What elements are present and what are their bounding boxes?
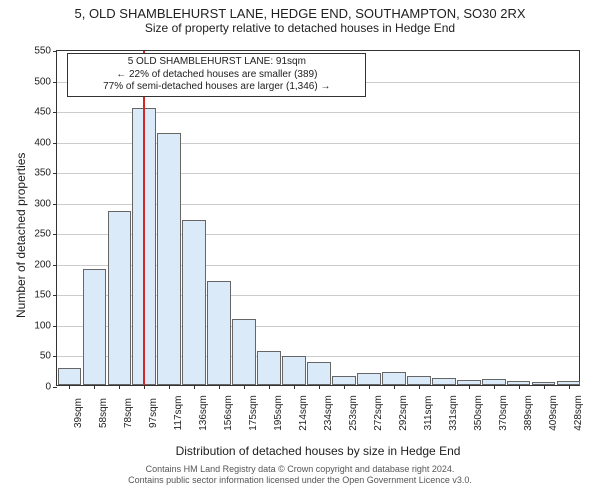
x-tick-mark xyxy=(419,385,420,389)
bar xyxy=(83,269,107,385)
x-tick-label: 117sqm xyxy=(169,396,184,431)
x-tick-mark xyxy=(219,385,220,389)
x-tick-mark xyxy=(319,385,320,389)
y-tick-label: 150 xyxy=(34,290,57,301)
bar xyxy=(282,356,306,385)
x-tick-mark xyxy=(519,385,520,389)
chart-figure: 5, OLD SHAMBLEHURST LANE, HEDGE END, SOU… xyxy=(0,0,600,500)
y-tick-label: 550 xyxy=(34,46,57,57)
x-tick-mark xyxy=(344,385,345,389)
plot-area: 05010015020025030035040045050055039sqm58… xyxy=(56,50,580,386)
y-tick-label: 450 xyxy=(34,107,57,118)
chart-subtitle: Size of property relative to detached ho… xyxy=(0,21,600,35)
y-axis-label: Number of detached properties xyxy=(14,153,28,318)
x-tick-mark xyxy=(269,385,270,389)
x-tick-label: 195sqm xyxy=(269,395,284,431)
x-tick-mark xyxy=(69,385,70,389)
bar xyxy=(108,211,132,385)
y-tick-label: 50 xyxy=(40,351,57,362)
chart-title: 5, OLD SHAMBLEHURST LANE, HEDGE END, SOU… xyxy=(0,0,600,21)
footer-line-2: Contains public sector information licen… xyxy=(0,475,600,486)
bar xyxy=(257,351,281,385)
annotation-box: 5 OLD SHAMBLEHURST LANE: 91sqm← 22% of d… xyxy=(67,53,366,97)
x-tick-label: 78sqm xyxy=(119,398,134,428)
x-tick-label: 234sqm xyxy=(319,395,334,431)
x-tick-label: 370sqm xyxy=(494,395,509,431)
x-axis-label: Distribution of detached houses by size … xyxy=(56,444,580,458)
x-tick-label: 389sqm xyxy=(519,395,534,431)
bar xyxy=(207,281,231,385)
x-tick-label: 428sqm xyxy=(569,395,584,431)
x-tick-mark xyxy=(294,385,295,389)
x-tick-label: 409sqm xyxy=(544,395,559,431)
marker-line xyxy=(143,51,145,385)
x-tick-label: 253sqm xyxy=(344,395,359,431)
bar xyxy=(157,133,181,385)
x-tick-label: 39sqm xyxy=(69,398,84,428)
x-tick-label: 331sqm xyxy=(444,395,459,431)
bar xyxy=(382,372,406,385)
bar xyxy=(332,376,356,385)
x-tick-label: 214sqm xyxy=(294,395,309,431)
bar xyxy=(232,319,256,385)
annotation-line: 5 OLD SHAMBLEHURST LANE: 91sqm xyxy=(72,56,361,69)
bar xyxy=(182,220,206,385)
x-tick-label: 311sqm xyxy=(419,396,434,431)
annotation-line: 77% of semi-detached houses are larger (… xyxy=(72,81,361,94)
x-tick-mark xyxy=(144,385,145,389)
x-tick-mark xyxy=(544,385,545,389)
y-tick-label: 350 xyxy=(34,168,57,179)
x-tick-label: 175sqm xyxy=(244,395,259,431)
x-tick-label: 292sqm xyxy=(394,395,409,431)
footer-line-1: Contains HM Land Registry data © Crown c… xyxy=(0,464,600,475)
x-tick-mark xyxy=(469,385,470,389)
x-tick-label: 156sqm xyxy=(219,395,234,431)
x-tick-label: 97sqm xyxy=(144,398,159,428)
y-tick-label: 200 xyxy=(34,259,57,270)
x-tick-label: 136sqm xyxy=(194,395,209,431)
y-tick-label: 100 xyxy=(34,320,57,331)
x-tick-mark xyxy=(169,385,170,389)
bar xyxy=(432,378,456,385)
x-tick-mark xyxy=(494,385,495,389)
y-tick-label: 400 xyxy=(34,137,57,148)
y-tick-label: 250 xyxy=(34,229,57,240)
bar xyxy=(357,373,381,385)
y-tick-label: 300 xyxy=(34,198,57,209)
x-tick-mark xyxy=(369,385,370,389)
x-tick-label: 350sqm xyxy=(469,395,484,431)
x-tick-label: 58sqm xyxy=(94,398,109,428)
x-tick-label: 272sqm xyxy=(369,395,384,431)
y-tick-label: 0 xyxy=(45,382,57,393)
x-tick-mark xyxy=(194,385,195,389)
x-tick-mark xyxy=(119,385,120,389)
x-tick-mark xyxy=(244,385,245,389)
bar xyxy=(407,376,431,385)
y-tick-label: 500 xyxy=(34,76,57,87)
annotation-line: ← 22% of detached houses are smaller (38… xyxy=(72,69,361,82)
bar xyxy=(307,362,331,385)
x-tick-mark xyxy=(394,385,395,389)
footer-note: Contains HM Land Registry data © Crown c… xyxy=(0,464,600,487)
x-tick-mark xyxy=(444,385,445,389)
x-tick-mark xyxy=(569,385,570,389)
x-tick-mark xyxy=(94,385,95,389)
bar xyxy=(58,368,82,385)
